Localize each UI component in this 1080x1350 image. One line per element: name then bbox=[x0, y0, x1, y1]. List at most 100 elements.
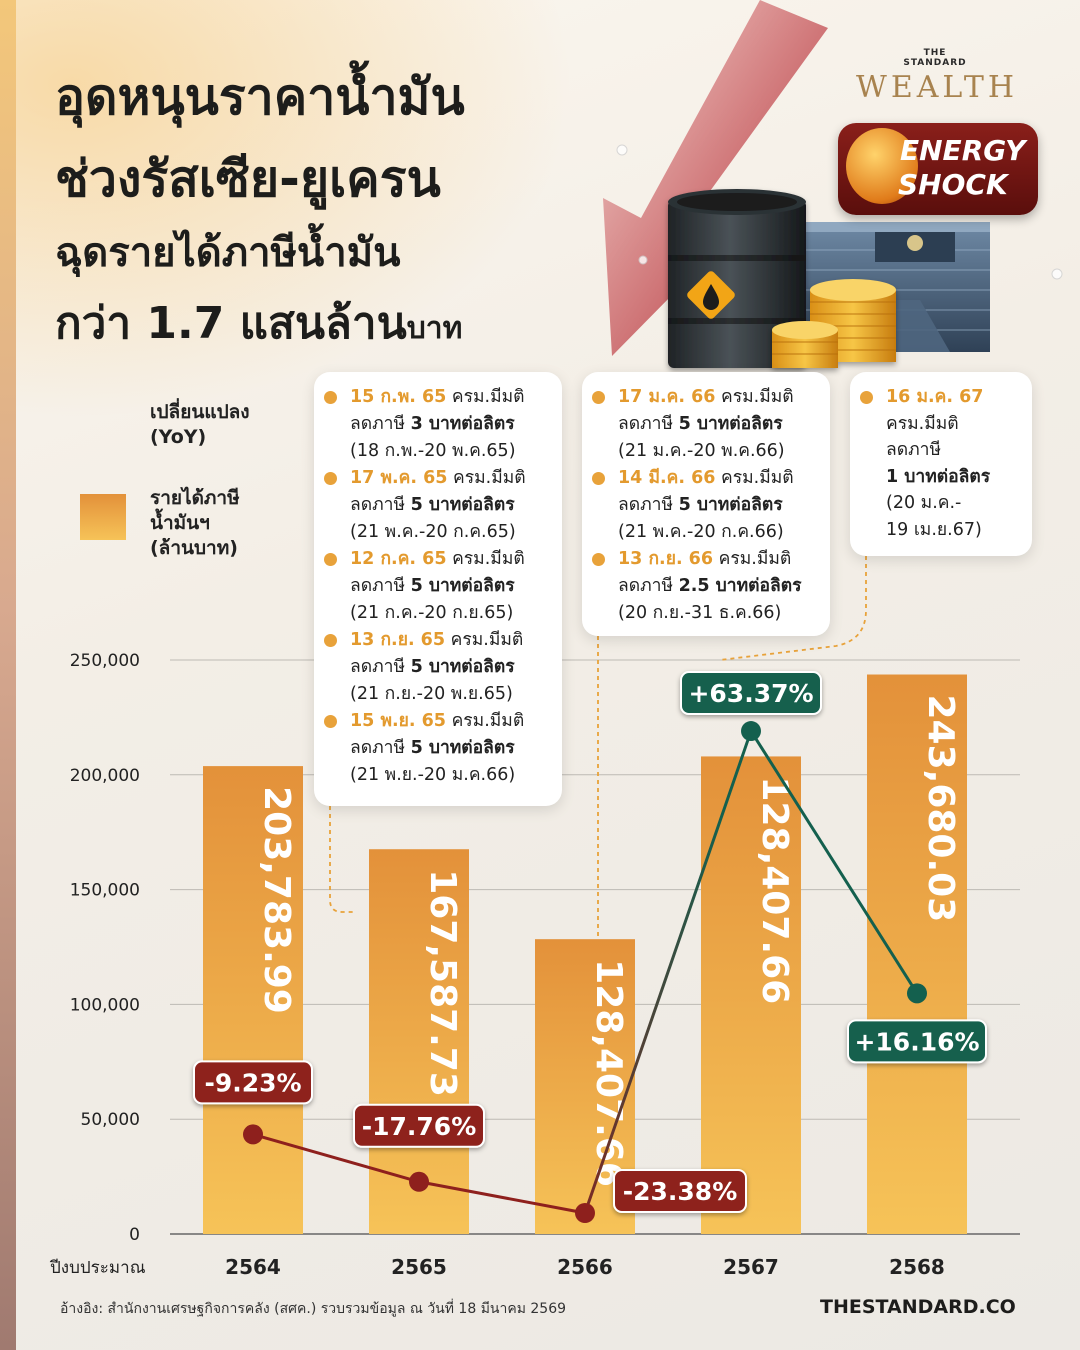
bar-value-label: 128,407.66 bbox=[588, 959, 629, 1187]
coins-icon bbox=[772, 279, 896, 368]
yoy-value-label: -23.38% bbox=[623, 1177, 738, 1206]
bar bbox=[701, 756, 801, 1234]
yoy-value-label: +16.16% bbox=[854, 1027, 979, 1056]
source-note: อ้างอิง: สำนักงานเศรษฐกิจการคลัง (สศค.) … bbox=[60, 1301, 567, 1317]
measure-item: 17 พ.ค. 65 ครม.มีมติ ลดภาษี 5 บาทต่อลิตร (… bbox=[314, 465, 562, 546]
measure-text: ครม.มีมติ bbox=[721, 387, 794, 407]
measure-action: ลดภาษี bbox=[350, 576, 411, 596]
y-tick-label: 0 bbox=[129, 1225, 140, 1245]
bar-value-label: 128,407.66 bbox=[754, 776, 795, 1004]
measure-action: ลดภาษี bbox=[618, 414, 679, 434]
measure-period: (18 ก.พ.-20 พ.ค.65) bbox=[350, 441, 516, 461]
measure-action: ลดภาษี bbox=[618, 495, 679, 515]
measure-text: ครม.มีมติ bbox=[450, 630, 524, 650]
yoy-label-pill bbox=[680, 671, 822, 716]
yoy-point bbox=[409, 1171, 429, 1192]
measure-action: ลดภาษี bbox=[350, 657, 411, 677]
falling-arrow-icon bbox=[603, 0, 828, 356]
badge-text-2: SHOCK bbox=[898, 168, 1008, 201]
measure-line-2: ลดภาษี 5 บาทต่อลิตร bbox=[350, 654, 562, 681]
bullet-dot bbox=[860, 391, 873, 404]
y-tick-label: 50,000 bbox=[81, 1110, 140, 1130]
yoy-point bbox=[243, 1124, 263, 1145]
yoy-point bbox=[907, 983, 927, 1004]
title-line-1: อุดหนุนราคาน้ำมัน bbox=[55, 68, 465, 126]
annotation-box-2567: 16 ม.ค. 67 ครม.มีมติ ลดภาษี 1 บาทต่อลิตร (20… bbox=[850, 372, 1032, 556]
bullet-dot bbox=[324, 553, 337, 566]
legend-bar-swatch bbox=[80, 494, 126, 540]
background-glow bbox=[16, 0, 576, 420]
bar-value-label: 203,783.99 bbox=[256, 786, 297, 1014]
measure-text: ครม.มีมติ bbox=[451, 387, 525, 407]
yoy-label-pill bbox=[847, 1019, 987, 1064]
yoy-point bbox=[575, 1203, 595, 1223]
measure-action: ลดภาษี bbox=[886, 440, 941, 460]
oil-barrel-icon bbox=[668, 189, 806, 368]
bar-value-label: 167,587.73 bbox=[422, 869, 463, 1097]
bar bbox=[369, 849, 469, 1234]
measure-line-2: ลดภาษี 2.5 บาทต่อลิตร bbox=[618, 573, 830, 600]
yoy-value-label: +63.37% bbox=[688, 679, 813, 708]
measure-date: 13 ก.ย. 66 bbox=[618, 549, 714, 569]
measure-period-end: 19 เม.ย.67) bbox=[886, 519, 982, 540]
x-axis-title: ปีงบประมาณ bbox=[50, 1258, 146, 1278]
title-line-4-unit: บาท bbox=[406, 311, 463, 346]
measure-line-1: 15 พ.ย. 65 ครม.มีมติ bbox=[350, 708, 562, 735]
measure-text: ครม.มีมติ bbox=[886, 413, 959, 434]
bullet-dot bbox=[324, 472, 337, 485]
measure-date: 16 ม.ค. 67 bbox=[886, 387, 984, 407]
measure-period-start: (20 ม.ค.- bbox=[886, 493, 962, 513]
measure-period: (21 พ.ค.-20 ก.ค.66) bbox=[618, 522, 784, 542]
yoy-line-segment bbox=[418, 1180, 586, 1215]
measure-period: (21 ม.ค.-20 พ.ค.66) bbox=[618, 441, 785, 461]
measure-line-1: 12 ก.ค. 65 ครม.มีมติ bbox=[350, 546, 562, 573]
measure-line-1: 15 ก.พ. 65 ครม.มีมติ bbox=[350, 384, 562, 411]
title-line-3: ฉุดรายได้ภาษีน้ำมัน bbox=[55, 230, 401, 276]
measure-line-2: ลดภาษี 3 บาทต่อลิตร bbox=[350, 411, 562, 438]
brand-the-standard: THE STANDARD bbox=[903, 48, 967, 68]
yoy-value-label: -17.76% bbox=[362, 1112, 477, 1141]
measure-date: 17 พ.ค. 65 bbox=[350, 468, 448, 488]
legend-bar-label: รายได้ภาษีน้ำมันฯ (ล้านบาท) bbox=[150, 487, 240, 559]
measure-item: 14 มี.ค. 66 ครม.มีมติ ลดภาษี 5 บาทต่อลิตร… bbox=[582, 465, 830, 546]
measure-action: ลดภาษี bbox=[350, 738, 411, 758]
x-tick-label: 2567 bbox=[723, 1255, 779, 1279]
x-tick-label: 2565 bbox=[391, 1255, 447, 1279]
yoy-line-segment bbox=[749, 730, 919, 995]
annotation-box-2566: 17 ม.ค. 66 ครม.มีมติ ลดภาษี 5 บาทต่อลิตร(… bbox=[582, 372, 830, 636]
yoy-label-pill bbox=[613, 1169, 747, 1213]
measure-period: (21 ก.ย.-20 พ.ย.65) bbox=[350, 684, 513, 704]
measure-date: 12 ก.ค. 65 bbox=[350, 549, 447, 569]
measure-line-1: 14 มี.ค. 66 ครม.มีมติ bbox=[618, 465, 830, 492]
measure-date: 14 มี.ค. 66 bbox=[618, 468, 716, 488]
title-line-4: กว่า 1.7 แสนล้านบาท bbox=[55, 288, 462, 358]
y-tick-label: 150,000 bbox=[70, 881, 140, 901]
yoy-line-segment bbox=[583, 730, 753, 1214]
measure-text: ครม.มีมติ bbox=[452, 549, 525, 569]
x-tick-label: 2564 bbox=[225, 1255, 281, 1279]
bar-value-label: 243,680.03 bbox=[920, 695, 961, 923]
measure-action: ลดภาษี bbox=[350, 414, 411, 434]
measure-line-2: ลดภาษี 5 บาทต่อลิตร bbox=[350, 573, 562, 600]
y-tick-label: 100,000 bbox=[70, 995, 140, 1015]
measure-amount: 5 บาทต่อลิตร bbox=[678, 414, 783, 434]
yoy-label-pill bbox=[353, 1103, 485, 1148]
measure-text: ครม.มีมติ bbox=[721, 468, 794, 488]
bar bbox=[867, 674, 967, 1234]
measure-line-2: ลดภาษี 5 บาทต่อลิตร bbox=[618, 492, 830, 519]
bullet-dot bbox=[324, 634, 337, 647]
connector-line bbox=[329, 806, 354, 913]
measure-action: ลดภาษี bbox=[618, 576, 679, 596]
measure-action: ลดภาษี bbox=[350, 495, 411, 515]
measure-item: 17 ม.ค. 66 ครม.มีมติ ลดภาษี 5 บาทต่อลิตร (… bbox=[582, 384, 830, 465]
measure-period: (21 พ.ค.-20 ก.ค.65) bbox=[350, 522, 516, 542]
measure-item: 15 ก.พ. 65 ครม.มีมติ ลดภาษี 3 บาทต่อลิตร (… bbox=[314, 384, 562, 465]
badge-text-1: ENERGY bbox=[900, 134, 1026, 167]
bullet-dot bbox=[592, 553, 605, 566]
legend-line-label: เปลี่ยนแปลง (YoY) bbox=[150, 401, 250, 448]
measure-item: 16 ม.ค. 67 ครม.มีมติ ลดภาษี 1 บาทต่อลิตร (20… bbox=[850, 384, 1032, 543]
measure-amount: 5 บาทต่อลิตร bbox=[410, 657, 515, 677]
oil-drop-icon bbox=[846, 128, 918, 204]
